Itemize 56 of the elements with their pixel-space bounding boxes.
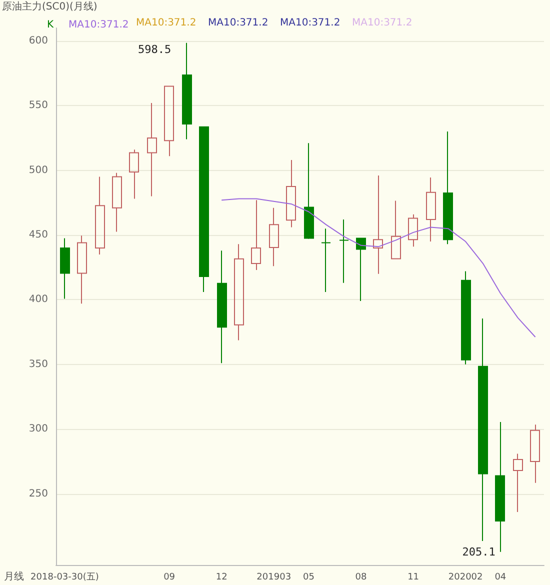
candlestick (251, 200, 261, 270)
y-tick-label: 500 (28, 164, 48, 176)
candlestick (513, 453, 523, 512)
candlestick (356, 238, 366, 302)
candlestick (495, 422, 505, 552)
candlestick (391, 200, 401, 260)
candlestick (77, 235, 87, 304)
annotation: MA10:371.2 (208, 18, 268, 28)
candlestick (408, 214, 418, 248)
y-tick-label: 250 (28, 488, 48, 500)
candlestick (182, 42, 192, 140)
text: K (47, 20, 54, 30)
line-series (221, 198, 536, 338)
annotation: MA10:371.2 (280, 18, 340, 28)
annotation: 598.5 (138, 43, 172, 56)
text: 月线 (4, 570, 24, 582)
candlestick (147, 102, 157, 197)
candlestick (217, 250, 227, 364)
candlestick (321, 228, 331, 292)
candlestick (164, 85, 174, 157)
candlestick (461, 270, 471, 365)
candlestick (530, 424, 540, 484)
y-tick-label: 350 (28, 358, 48, 370)
candlestick (129, 149, 139, 200)
candlestick (426, 176, 436, 242)
y-tick-label: 600 (28, 35, 48, 46)
x-tick-label: 12 (216, 572, 228, 582)
y-tick-label: 400 (28, 294, 48, 306)
x-tick-label: 05 (302, 572, 314, 582)
candlestick (60, 238, 70, 300)
candlestick (304, 142, 314, 240)
x-tick-label: 08 (355, 572, 367, 582)
x-tick-label: 04 (494, 572, 506, 582)
x-tick-label: 09 (164, 572, 176, 582)
candlestick (234, 244, 244, 341)
y-tick-label: 300 (28, 424, 48, 435)
candlestick (286, 159, 296, 228)
candlestick (269, 207, 279, 267)
candlestick (373, 175, 383, 274)
candlestick (339, 219, 349, 284)
annotation: MA10:371.2 (352, 18, 412, 28)
text: MA10:371.2 (68, 20, 129, 30)
candlestick (95, 176, 105, 255)
y-tick-label: 550 (28, 100, 48, 112)
candlestick (443, 131, 453, 245)
x-tick-label: 2018-03-30(五) (30, 572, 99, 582)
chart-title: 原油主力(SC0)(月线) (2, 0, 98, 12)
x-tick-label: 201903 (256, 572, 292, 582)
y-tick-label: 450 (28, 230, 48, 241)
x-tick-label: 11 (408, 572, 420, 582)
annotation: MA10:371.2 (136, 18, 196, 28)
candlestick (199, 126, 209, 292)
candlestick (478, 318, 488, 542)
annotation: 205.1 (462, 545, 496, 558)
candlestick (112, 172, 122, 232)
x-tick-label: 202002 (448, 572, 483, 582)
